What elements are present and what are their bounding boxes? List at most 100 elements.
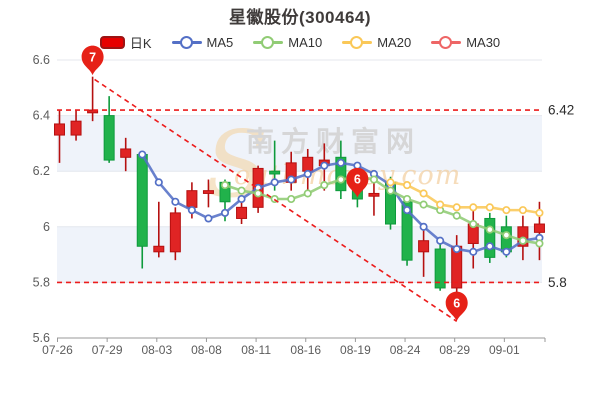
ma10-point: [469, 219, 478, 229]
ma20-point: [469, 203, 478, 212]
candle-body: [153, 245, 165, 253]
ma5-point: [303, 169, 312, 179]
candle-body: [434, 248, 446, 289]
candle: [484, 212, 496, 263]
ma5-point: [220, 208, 230, 217]
pin-label: 6: [354, 173, 361, 187]
ma5-line: [138, 150, 544, 256]
reference-line-label: 5.8: [548, 275, 567, 290]
candle: [70, 110, 82, 141]
ma20-point: [436, 200, 445, 209]
candle-body: [103, 115, 115, 161]
candle: [335, 140, 347, 199]
legend-item-ma5[interactable]: MA5: [171, 35, 234, 50]
ma10-point: [303, 189, 312, 198]
candle: [120, 137, 132, 172]
ma10-point: [254, 189, 263, 198]
ma5-point: [171, 197, 180, 206]
ma20-line: [386, 178, 544, 217]
legend-item-ma10[interactable]: MA10: [253, 35, 322, 50]
candle-legend-swatch: [99, 36, 125, 49]
x-axis-label: 08-29: [439, 343, 470, 357]
ma10-point: [419, 200, 428, 209]
candle-body: [533, 223, 545, 233]
candle-body: [269, 170, 281, 175]
ma20-point: [386, 178, 395, 187]
pin-label: 6: [453, 296, 460, 310]
x-axis-label: 08-11: [241, 343, 271, 357]
ma5-point: [154, 178, 163, 187]
legend-item-ma30[interactable]: MA30: [431, 35, 500, 50]
ma10-point: [237, 186, 246, 195]
candle-body: [202, 190, 214, 194]
y-axis-label: 6.2: [33, 164, 50, 178]
x-axis-label: 08-08: [191, 343, 222, 357]
x-axis-label: 08-16: [290, 343, 321, 357]
ma10-point: [220, 181, 230, 190]
x-axis-label: 09-01: [489, 343, 520, 357]
candle: [236, 201, 248, 225]
legend-item-rik[interactable]: 日K: [99, 33, 152, 52]
ma10-point: [386, 186, 395, 195]
ma10-point: [402, 194, 412, 204]
ma10-point: [369, 175, 379, 184]
legend-item-ma20[interactable]: MA20: [342, 35, 411, 50]
pin-shape: [346, 167, 369, 198]
ma-legend-marker: [171, 35, 202, 50]
ma5-point: [452, 244, 461, 254]
marker-pin: 6: [346, 167, 369, 198]
x-axis-label: 07-26: [42, 343, 73, 357]
candle: [87, 76, 99, 122]
marker-pin: 7: [81, 45, 104, 76]
ma5-point: [502, 247, 511, 256]
ma-legend-marker: [342, 35, 373, 50]
pin-label: 7: [89, 50, 96, 64]
candle-body: [517, 226, 529, 247]
ma20-point: [485, 203, 494, 212]
watermark-cn-text: 南方财富网: [246, 125, 421, 157]
candle-body: [484, 217, 496, 258]
candle-body: [136, 154, 148, 247]
legend-label: MA5: [206, 35, 234, 50]
ma10-point: [485, 225, 494, 234]
candle: [202, 179, 214, 208]
candle: [434, 240, 446, 291]
candle-body: [236, 206, 248, 219]
ma10-point: [452, 211, 461, 220]
x-axis-label: 08-03: [141, 343, 172, 357]
y-axis-label: 6: [43, 220, 50, 234]
candle: [54, 110, 65, 163]
ma20-point: [502, 206, 511, 215]
candle: [418, 229, 430, 277]
candle-body: [302, 156, 314, 172]
ma5-point: [402, 206, 412, 215]
candle-body: [70, 120, 82, 136]
candle-body: [169, 212, 181, 253]
ma20-point: [402, 181, 412, 190]
y-axis-label: 6.4: [33, 109, 50, 123]
downtrend-line: [94, 78, 458, 322]
y-axis-label: 6.6: [33, 53, 50, 67]
legend-label: MA30: [466, 35, 501, 50]
x-axis-label: 08-24: [390, 343, 421, 357]
ma10-point: [535, 239, 544, 248]
x-axis-label: 07-29: [92, 343, 123, 357]
ma5-point: [353, 161, 362, 170]
ma10-point: [518, 236, 527, 245]
ma5-point: [419, 222, 428, 231]
pin-shape: [445, 291, 468, 322]
ma10-point: [502, 231, 511, 240]
ma10-point: [287, 194, 296, 204]
candle: [368, 179, 380, 216]
candle-body: [418, 240, 430, 253]
candle-body: [186, 190, 198, 208]
ma5-point: [204, 214, 213, 223]
ma-legend-marker: [431, 35, 462, 50]
ma20-point: [535, 208, 544, 217]
candle-body: [87, 109, 99, 114]
ma10-point: [336, 175, 345, 184]
ma5-point: [469, 247, 478, 256]
ma20-path: [390, 181, 540, 215]
